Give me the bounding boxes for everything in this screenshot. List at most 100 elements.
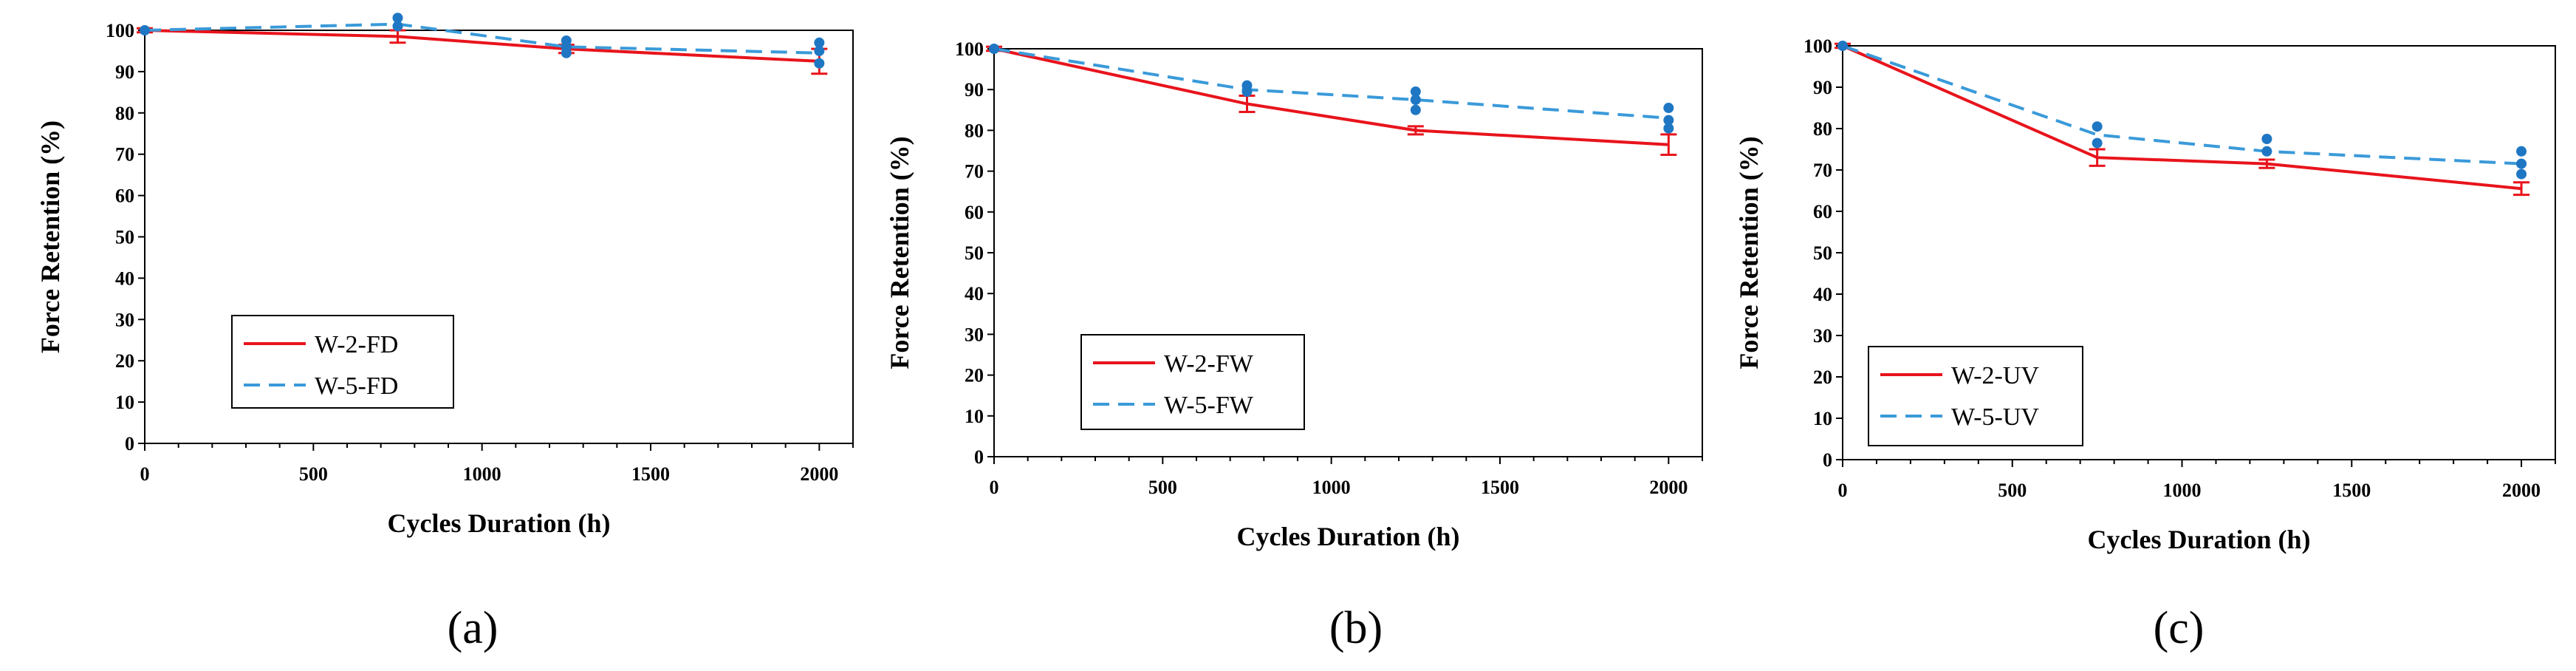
data-point (392, 21, 403, 32)
x-axis-label: Cycles Duration (h) (2088, 525, 2311, 554)
x-tick-label: 1500 (2332, 480, 2371, 501)
panel-caption: (a) (448, 603, 499, 653)
x-axis-label: Cycles Duration (h) (388, 508, 611, 538)
y-tick-label: 100 (106, 20, 134, 41)
data-point (1663, 103, 1674, 114)
data-point (1241, 86, 1253, 97)
y-tick-label: 30 (115, 309, 134, 330)
x-axis-label: Cycles Duration (h) (1237, 522, 1460, 551)
data-point (2516, 146, 2527, 157)
y-tick-label: 10 (115, 392, 134, 413)
y-tick-label: 0 (974, 446, 984, 468)
y-tick-label: 20 (965, 365, 984, 386)
y-tick-label: 0 (1823, 449, 1832, 471)
data-point (2516, 168, 2527, 180)
y-tick-label: 30 (1813, 325, 1832, 347)
y-tick-label: 100 (955, 38, 984, 60)
legend-label: W-2-UV (1951, 362, 2039, 389)
x-tick-label: 500 (299, 463, 328, 485)
legend-label: W-5-UV (1951, 403, 2039, 431)
x-tick-label: 1500 (1481, 477, 1519, 498)
data-point (1663, 123, 1674, 134)
y-tick-label: 20 (115, 350, 134, 372)
x-tick-label: 2000 (800, 463, 838, 485)
data-point (2092, 121, 2103, 132)
series-line-W-2-FD (144, 29, 820, 63)
data-point (1837, 41, 1848, 51)
legend-label: W-2-FW (1164, 350, 1254, 378)
y-axis-label: Force Retention (%) (885, 136, 914, 369)
x-tick-label: 1000 (2163, 480, 2202, 501)
x-tick-label: 0 (990, 477, 999, 498)
y-tick-label: 50 (1813, 242, 1832, 264)
data-point (140, 25, 150, 35)
y-tick-label: 40 (1813, 284, 1832, 305)
data-point (1663, 115, 1674, 126)
legend-box (1868, 346, 2083, 446)
legend-label: W-5-FW (1164, 392, 1254, 419)
y-tick-label: 90 (965, 79, 984, 101)
y-tick-label: 30 (965, 324, 984, 345)
y-tick-label: 50 (965, 242, 984, 264)
y-tick-label: 70 (965, 161, 984, 183)
x-tick-label: 0 (140, 463, 150, 485)
y-tick-label: 90 (115, 61, 134, 83)
y-tick-label: 50 (115, 227, 134, 248)
x-tick-label: 1000 (463, 463, 501, 485)
data-point (1410, 95, 1421, 105)
y-tick-label: 70 (1813, 160, 1832, 181)
y-tick-label: 80 (115, 103, 134, 124)
x-tick-label: 500 (1998, 480, 2027, 501)
x-tick-label: 2000 (1649, 477, 1688, 498)
data-point (814, 45, 825, 56)
y-tick-label: 60 (965, 202, 984, 223)
y-tick-label: 10 (965, 406, 984, 427)
panel-caption: (c) (2154, 603, 2205, 653)
legend-box (1080, 334, 1305, 430)
y-tick-label: 100 (1803, 35, 1832, 57)
legend: W-2-FD W-5-FD (231, 315, 454, 409)
series-line-W-5-UV (1842, 44, 2522, 166)
legend-label: W-2-FD (315, 331, 398, 358)
data-point (561, 47, 572, 58)
y-tick-label: 20 (1813, 367, 1832, 388)
legend: W-2-UV W-5-UV (1868, 346, 2083, 446)
data-point (2092, 137, 2103, 149)
data-point (814, 58, 825, 69)
y-tick-label: 60 (115, 185, 134, 207)
legend-box (231, 315, 454, 409)
data-point (2261, 134, 2272, 144)
y-tick-label: 40 (965, 283, 984, 304)
data-point (2516, 158, 2527, 169)
data-point (814, 37, 825, 48)
x-tick-label: 500 (1148, 477, 1177, 498)
y-axis-label: Force Retention (%) (35, 120, 65, 353)
panel-caption: (b) (1329, 603, 1383, 653)
x-tick-label: 1500 (631, 463, 670, 485)
data-point (2261, 146, 2272, 157)
y-tick-label: 80 (965, 120, 984, 141)
x-tick-label: 0 (1838, 480, 1848, 501)
y-axis-label: Force Retention (%) (1734, 136, 1764, 369)
x-tick-label: 1000 (1312, 477, 1351, 498)
data-point (989, 44, 999, 54)
series-line-W-5-FD (144, 22, 820, 55)
y-tick-label: 10 (1813, 408, 1832, 429)
series-line-W-2-UV (1842, 44, 2522, 191)
data-point (392, 13, 403, 24)
legend: W-2-FW W-5-FW (1080, 334, 1305, 430)
y-tick-label: 80 (1813, 118, 1832, 140)
y-tick-label: 0 (125, 433, 134, 454)
data-point (1410, 104, 1421, 115)
series-line-W-5-FW (993, 47, 1669, 120)
x-tick-label: 2000 (2502, 480, 2541, 501)
y-tick-label: 90 (1813, 77, 1832, 98)
y-tick-label: 70 (115, 144, 134, 166)
data-point (1410, 86, 1421, 97)
legend-label: W-5-FD (315, 372, 398, 400)
y-tick-label: 60 (1813, 201, 1832, 222)
